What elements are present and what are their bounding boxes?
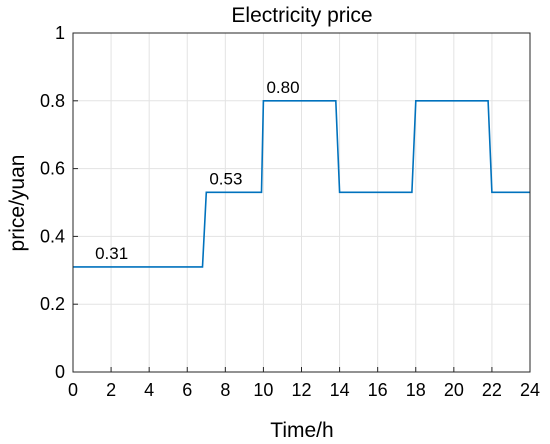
annotation-group: 0.31 0.53 0.80 xyxy=(95,78,299,263)
chart-title: Electricity price xyxy=(231,4,372,27)
x-tick-label: 22 xyxy=(482,380,502,400)
y-axis-label: price/yuan xyxy=(6,155,29,252)
data-label: 0.80 xyxy=(266,78,299,97)
x-tick-label: 24 xyxy=(520,380,540,400)
x-tick-label: 20 xyxy=(444,380,464,400)
y-tick-label: 0.2 xyxy=(40,294,65,314)
data-label: 0.31 xyxy=(95,244,128,263)
series-group xyxy=(73,100,530,268)
y-tick-label: 0.6 xyxy=(40,159,65,179)
x-tick-label: 8 xyxy=(220,380,230,400)
data-label: 0.53 xyxy=(209,169,242,188)
y-tick-label: 0.4 xyxy=(40,226,65,246)
x-tick-label: 6 xyxy=(182,380,192,400)
x-tick-label: 14 xyxy=(330,380,350,400)
y-tick-label: 1 xyxy=(55,23,65,43)
x-tick-label: 16 xyxy=(368,380,388,400)
y-tick-label: 0 xyxy=(55,362,65,382)
x-axis-label: Time/h xyxy=(270,419,333,442)
y-tick-label: 0.8 xyxy=(40,91,65,111)
x-tick-label: 10 xyxy=(253,380,273,400)
x-tick-label: 4 xyxy=(144,380,154,400)
x-tick-label: 18 xyxy=(406,380,426,400)
x-tick-label: 0 xyxy=(68,380,78,400)
price-line xyxy=(73,100,530,268)
grid xyxy=(72,32,531,373)
x-tick-label: 12 xyxy=(291,380,311,400)
x-tick-label: 2 xyxy=(106,380,116,400)
